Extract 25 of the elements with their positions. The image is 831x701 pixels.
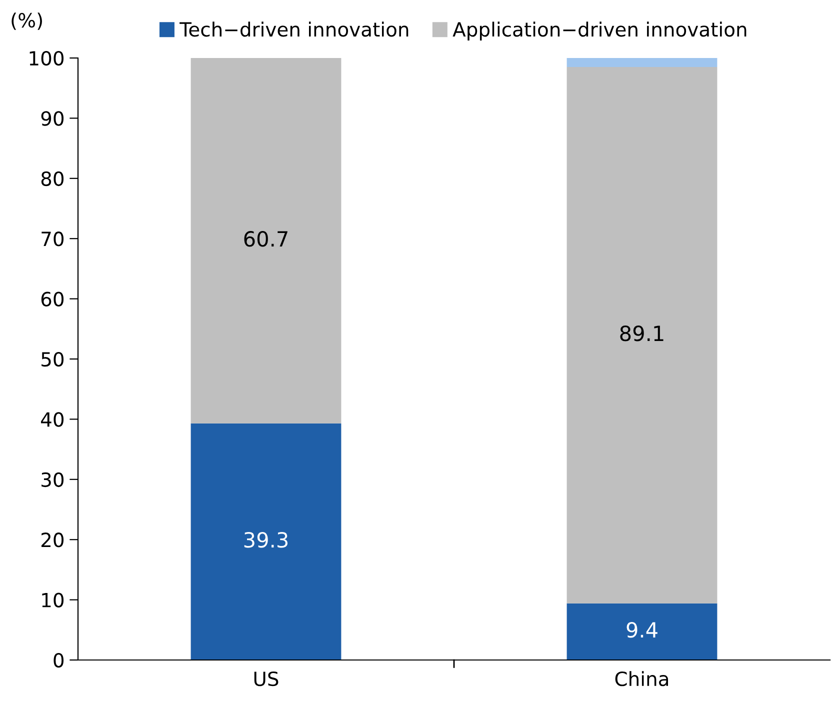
y-tick-label: 20 [41,532,64,548]
y-axis-title: (%) [12,12,42,30]
y-tick-label: 10 [42,592,64,608]
data-label: 89.1 [620,326,664,342]
bar [566,67,718,604]
x-tick-label: China [615,671,668,686]
bar [566,603,718,660]
data-label: 60.7 [244,230,288,247]
y-tick-label: 70 [42,232,64,246]
y-tick-label: 90 [41,111,64,126]
bar [190,58,342,424]
y-tick-label: 30 [42,472,64,488]
y-tick-label: 60 [41,292,64,306]
data-label: 9.4 [626,622,658,638]
y-tick-label: 80 [41,171,64,186]
y-tick-label: 0 [54,652,64,668]
legend-label: Application−driven innovation [452,22,746,40]
bar [566,58,718,68]
x-tick-label: US [254,671,278,686]
bar [190,423,342,660]
legend-label: Tech−driven innovation [180,22,408,37]
y-tick-label: 40 [41,412,64,427]
y-tick-label: 50 [42,352,64,367]
data-label: 39.3 [244,532,288,548]
y-tick-label: 100 [30,50,64,66]
